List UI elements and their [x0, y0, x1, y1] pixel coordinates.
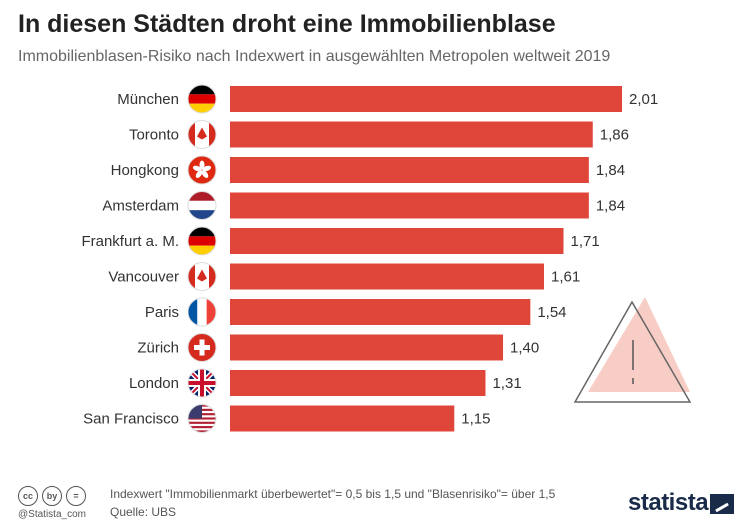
value-label: 1,86 [600, 127, 629, 144]
footnote: Indexwert "Immobilienmarkt überbewertet"… [110, 487, 556, 501]
value-label: 1,84 [596, 162, 625, 179]
license-icons: cc by = [18, 486, 86, 506]
category-label: San Francisco [83, 411, 179, 428]
category-label: Toronto [129, 127, 179, 144]
value-label: 1,84 [596, 198, 625, 215]
value-label: 1,15 [461, 411, 490, 428]
chart-title: In diesen Städten droht eine Immobilienb… [18, 10, 556, 38]
bar [230, 370, 486, 396]
bar [230, 121, 593, 148]
flag-germany-icon-0 [187, 84, 217, 114]
category-label: Vancouver [108, 269, 179, 286]
bar [230, 334, 504, 361]
bar [230, 192, 589, 219]
flag-canada-icon-5 [187, 262, 217, 291]
flag-hongkong-icon-2 [187, 155, 217, 185]
statista-logo-mark-icon [710, 494, 734, 514]
bar [230, 86, 622, 112]
no-derivatives-icon: = [66, 486, 86, 506]
flag-uk-icon-8 [187, 368, 217, 398]
value-label: 1,54 [537, 304, 566, 321]
source: Quelle: UBS [110, 505, 177, 519]
category-label: Zürich [137, 340, 179, 357]
category-label: Frankfurt a. M. [81, 233, 179, 250]
value-label: 1,71 [570, 233, 599, 250]
chart-subtitle: Immobilienblasen-Risiko nach Indexwert i… [18, 48, 611, 65]
category-label: München [117, 91, 179, 108]
bar [230, 299, 531, 325]
value-label: 2,01 [629, 91, 658, 108]
value-label: 1,31 [492, 375, 521, 392]
bar [230, 228, 564, 254]
flag-usa-icon-9 [187, 404, 217, 433]
category-label: Hongkong [111, 162, 179, 179]
category-label: Paris [145, 304, 179, 321]
category-label: Amsterdam [102, 198, 179, 215]
statista-logo[interactable]: statista [628, 489, 709, 516]
flag-switzerland-icon-7 [187, 333, 217, 362]
value-label: 1,40 [510, 340, 539, 357]
attribution-icon: by [42, 486, 62, 506]
flag-germany-icon-4 [187, 226, 217, 256]
flag-netherlands-icon-3 [187, 191, 217, 220]
value-label: 1,61 [551, 269, 580, 286]
bar-chart: München 2,01 Toronto 1,86 Hongkong 1,84 Amster… [81, 84, 692, 433]
flag-france-icon-6 [187, 297, 217, 327]
social-handle: @Statista_com [18, 509, 86, 520]
cc-icon: cc [18, 486, 38, 506]
category-label: London [129, 375, 179, 392]
flag-canada-icon-1 [187, 120, 217, 149]
warning-triangle-icon [573, 297, 692, 403]
bar [230, 157, 589, 183]
bar [230, 263, 544, 290]
bar [230, 405, 455, 432]
